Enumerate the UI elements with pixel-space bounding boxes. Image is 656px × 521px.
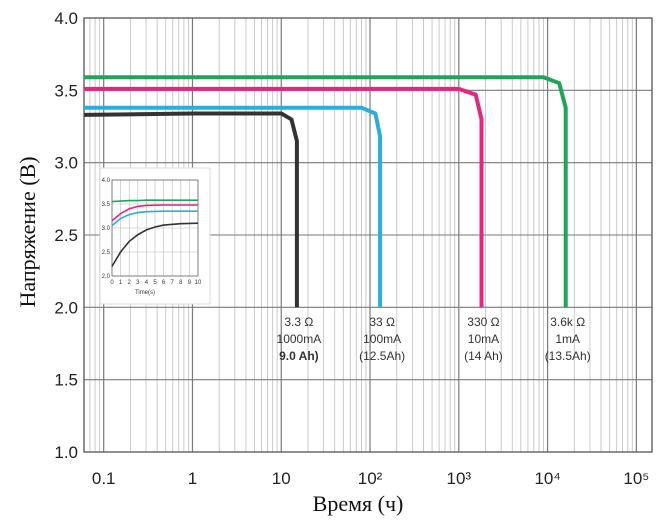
y-tick-label: 3.0 <box>54 154 78 173</box>
inset-y-tick-label: 2.0 <box>102 274 111 280</box>
series-group <box>83 75 568 308</box>
inset-x-tick-label: 1 <box>119 280 123 286</box>
inset-chart: 4.0 3.5 3.0 2.5 2.00 1 2 3 4 5 6 7 8 9 10 Time(s) <box>99 167 211 305</box>
inset-x-tick-label: 10 <box>195 280 202 286</box>
inset-x-tick-label: 3 <box>136 280 140 286</box>
y-axis-title: Напряжение (В) <box>15 156 40 307</box>
inset-x-tick-label: 7 <box>171 280 175 286</box>
y-tick-label: 1.0 <box>54 443 78 462</box>
inset-border <box>111 179 199 277</box>
series-annotation: 9.0 Ah) <box>279 349 319 363</box>
series-annotation: 3.3 Ω <box>284 315 313 329</box>
y-tick-label: 4.0 <box>54 9 78 28</box>
series-annotation: 3.6k Ω <box>550 315 585 329</box>
y-tick-label: 1.5 <box>54 371 78 390</box>
y-tick-label: 3.5 <box>54 81 78 100</box>
x-axis-title: Время (ч) <box>313 491 404 516</box>
inset-y-tick-label: 3.5 <box>102 202 111 208</box>
inset-series-line-2 <box>111 204 198 222</box>
x-tick-label: 0.1 <box>92 469 116 488</box>
inset-x-tick-label: 9 <box>188 280 192 286</box>
y-tick-labels: 4.0 3.5 3.0 2.5 2.0 1.5 1.0 <box>54 9 78 462</box>
x-tick-label: 10⁴ <box>534 469 560 488</box>
inset-x-tick-label: 0 <box>110 280 114 286</box>
series-annotation: 100mA <box>363 332 401 346</box>
x-tick-labels: 0.1 1 10 10² 10³ 10⁴ 10⁵ <box>92 469 649 488</box>
series-annotation: 10mA <box>468 332 499 346</box>
inset-x-tick-label: 8 <box>179 280 183 286</box>
inset-x-tick-label: 2 <box>128 280 132 286</box>
x-tick-label: 10⁵ <box>623 469 649 488</box>
y-tick-label: 2.0 <box>54 298 78 317</box>
series-annotation: (14 Ah) <box>464 349 503 363</box>
series-annotation: 33 Ω <box>369 315 395 329</box>
x-tick-label: 10² <box>358 469 383 488</box>
inset-x-tick-label: 5 <box>153 280 157 286</box>
series-annotation: 330 Ω <box>467 315 499 329</box>
x-tick-label: 10 <box>272 469 291 488</box>
series-annotation: (12.5Ah) <box>359 349 405 363</box>
series-annotation: (13.5Ah) <box>545 349 591 363</box>
inset-x-axis-title: Time(s) <box>135 290 155 296</box>
plot-frame <box>83 17 653 453</box>
series-annotation: 1000mA <box>277 332 322 346</box>
inset-y-tick-label: 2.5 <box>102 250 111 256</box>
inset-y-tick-label: 4.0 <box>102 178 111 184</box>
series-line-3 <box>84 86 484 308</box>
inset-series-line-4 <box>111 222 199 267</box>
inset-x-tick-label: 4 <box>145 280 149 286</box>
series-line-4 <box>84 75 568 308</box>
x-tick-label: 1 <box>188 469 197 488</box>
y-tick-label: 2.5 <box>54 226 78 245</box>
series-annotations: 3.3 Ω 1000mA 9.0 Ah) 33 Ω 100mA (12.5Ah) 330 Ω… <box>277 315 591 363</box>
series-line-1 <box>83 111 299 308</box>
series-annotation: 1mA <box>555 332 580 346</box>
plot-border <box>83 17 653 453</box>
inset-y-tick-label: 3.0 <box>102 226 111 232</box>
inset-x-tick-label: 6 <box>162 280 166 286</box>
x-tick-label: 10³ <box>447 469 472 488</box>
inset-series-line-3 <box>111 210 198 227</box>
series-line-2 <box>84 105 383 308</box>
inset-series-line-1 <box>111 199 198 203</box>
